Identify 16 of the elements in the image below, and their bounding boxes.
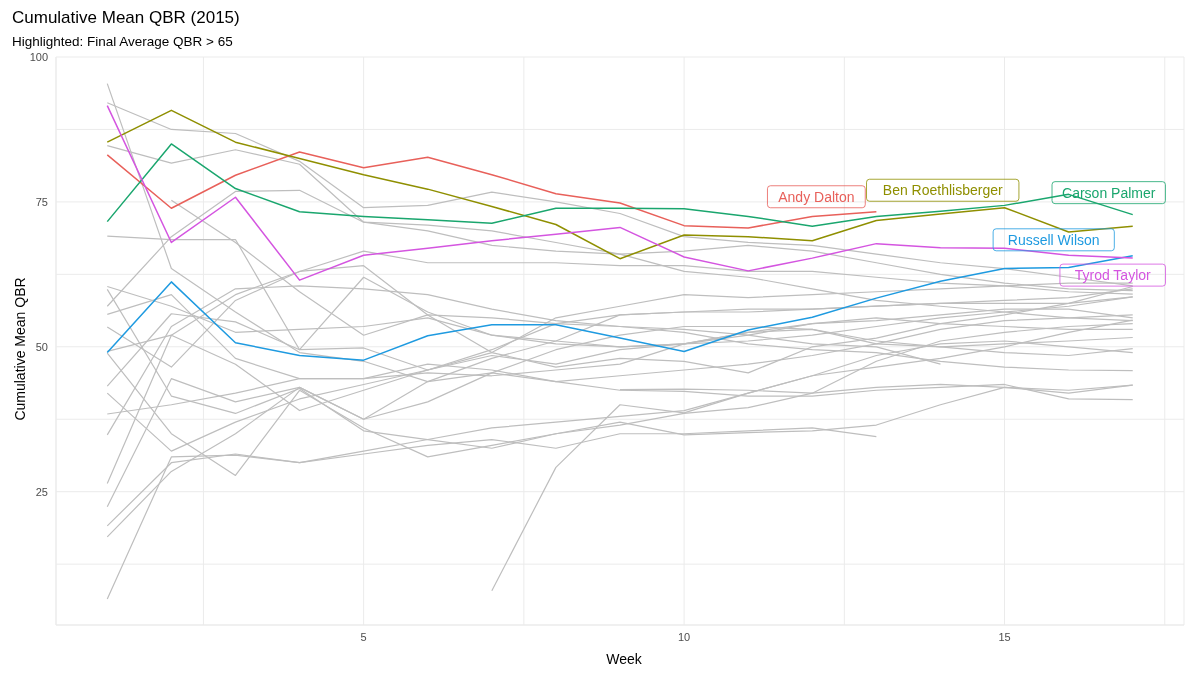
y-tick-label: 100 — [29, 50, 48, 63]
series-label: Andy Dalton — [778, 188, 855, 205]
x-axis-title: Week — [605, 651, 643, 667]
x-tick-label: 5 — [360, 630, 367, 643]
series-label: Ben Roethlisberger — [882, 182, 1003, 199]
y-axis-title: Cumulative Mean QBR — [12, 277, 29, 421]
chart-title: Cumulative Mean QBR (2015) — [11, 8, 241, 28]
series-label: Tyrod Taylor — [1074, 267, 1152, 284]
x-tick-label: 15 — [998, 630, 1011, 643]
series-label: Carson Palmer — [1062, 184, 1156, 201]
y-tick-label: 75 — [35, 195, 48, 208]
series-label: Russell Wilson — [1007, 231, 1100, 248]
y-tick-label: 50 — [35, 340, 48, 353]
x-tick-label: 10 — [677, 630, 691, 643]
chart-subtitle: Highlighted: Final Average QBR > 65 — [11, 34, 234, 49]
y-tick-label: 25 — [35, 485, 48, 498]
